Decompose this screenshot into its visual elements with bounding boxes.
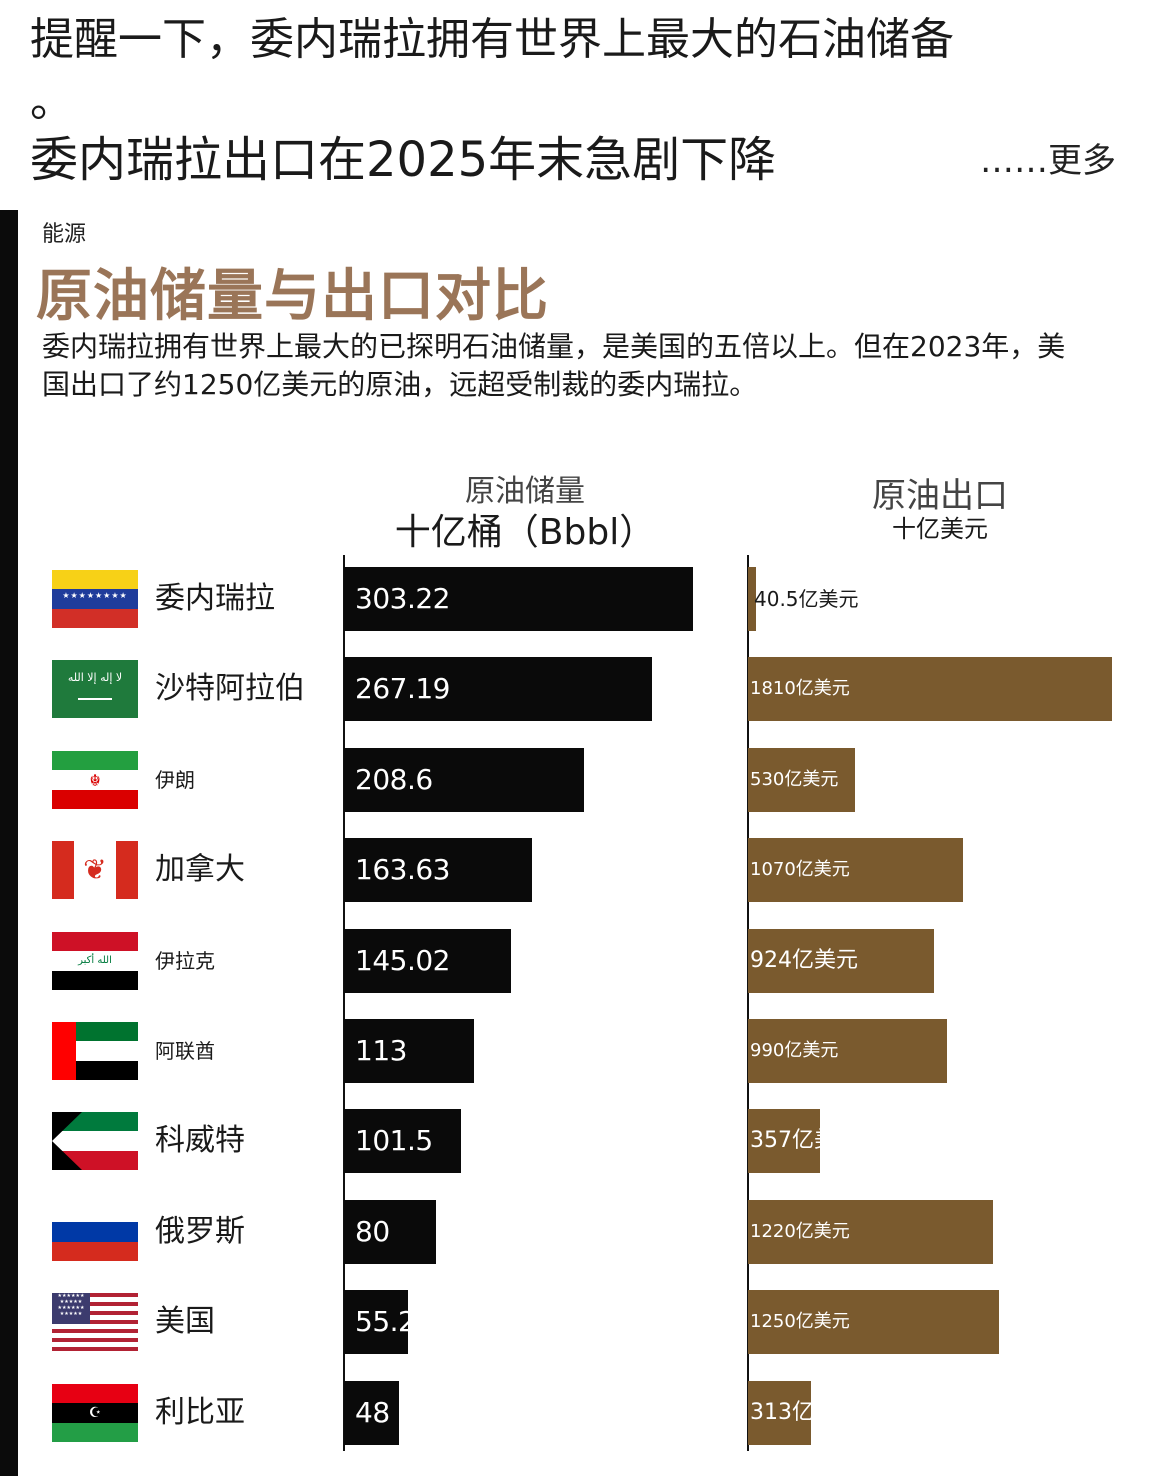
right-border	[1160, 210, 1168, 1476]
post-header: 提醒一下，委内瑞拉拥有世界上最大的石油储备 。 委内瑞拉出口在2025年末急剧下…	[0, 0, 1168, 210]
country-label: 伊朗	[155, 768, 195, 792]
reserves-value-label: 145.02	[355, 944, 450, 977]
exports-bar	[748, 567, 756, 631]
reserves-value-label: 267.19	[355, 672, 450, 705]
reserves-value-label: 208.6	[355, 763, 433, 796]
exports-axis-line	[747, 555, 749, 1451]
exports-value-label: 924亿美元	[750, 948, 858, 973]
reserves-bar	[344, 1019, 474, 1083]
country-label: 委内瑞拉	[155, 581, 275, 616]
exports-bar	[748, 838, 963, 902]
uae-flag-icon	[52, 1022, 138, 1080]
russia-flag-icon	[52, 1203, 138, 1261]
reserves-value-label: 55.2	[355, 1305, 416, 1338]
reserves-bar	[344, 567, 693, 631]
exports-value-label: 40.5亿美元	[754, 587, 859, 611]
reserves-value-label: 80	[355, 1215, 390, 1248]
exports-bar	[748, 1019, 947, 1083]
country-label: 伊拉克	[155, 949, 215, 973]
canada-flag-icon: ❦	[52, 841, 138, 899]
iran-flag-icon: ☬	[52, 751, 138, 809]
exports-value-label: 357亿美元	[750, 1128, 858, 1153]
post-text-line-3: 委内瑞拉出口在2025年末急剧下降	[30, 132, 777, 188]
country-label: 利比亚	[155, 1395, 245, 1430]
reserves-bar	[344, 1381, 399, 1445]
reserves-axis-line	[343, 555, 345, 1451]
chart-description: 委内瑞拉拥有世界上最大的已探明石油储量，是美国的五倍以上。但在2023年，美国出…	[42, 330, 1066, 401]
exports-value-label: 1070亿美元	[750, 859, 850, 880]
infographic-card	[18, 210, 1160, 1476]
reserves-value-label: 113	[355, 1034, 407, 1067]
reserves-value-label: 101.5	[355, 1124, 433, 1157]
exports-value-label: 1810亿美元	[750, 678, 850, 699]
exports-bar	[748, 1381, 811, 1445]
post-text-line-1: 提醒一下，委内瑞拉拥有世界上最大的石油储备	[30, 14, 954, 65]
left-border	[0, 210, 18, 1476]
libya-flag-icon: ☪	[52, 1384, 138, 1442]
reserves-bar	[344, 838, 532, 902]
venezuela-flag-icon: ★★★★★★★★	[52, 570, 138, 628]
exports-column-title: 原油出口	[872, 476, 1008, 516]
exports-column-unit: 十亿美元	[892, 515, 988, 543]
exports-bar	[748, 929, 934, 993]
category-label: 能源	[42, 222, 87, 247]
exports-bar	[748, 1290, 999, 1354]
country-label: 加拿大	[155, 852, 245, 887]
reserves-bar	[344, 657, 652, 721]
exports-value-label: 530亿美元	[750, 769, 839, 790]
reserves-value-label: 48	[355, 1396, 390, 1429]
reserves-bar	[344, 1200, 436, 1264]
iraq-flag-icon: الله أكبر	[52, 932, 138, 990]
country-label: 沙特阿拉伯	[155, 671, 305, 706]
country-label: 俄罗斯	[155, 1214, 245, 1249]
exports-value-label: 1220亿美元	[750, 1221, 850, 1242]
country-label: 科威特	[155, 1123, 245, 1158]
post-text-line-2: 。	[30, 76, 74, 127]
exports-value-label: 1250亿美元	[750, 1311, 850, 1332]
reserves-column-unit: 十亿桶（Bbbl）	[394, 512, 656, 553]
exports-value-label: 990亿美元	[750, 1040, 839, 1061]
reserves-value-label: 303.22	[355, 582, 450, 615]
chart-title: 原油储量与出口对比	[36, 264, 549, 329]
reserves-bar	[344, 929, 511, 993]
kuwait-flag-icon	[52, 1112, 138, 1170]
usa-flag-icon: ★★★★★★ ★★★★★ ★★★★★★ ★★★★★	[52, 1293, 138, 1351]
more-link[interactable]: ……更多	[980, 141, 1116, 181]
exports-bar	[748, 748, 855, 812]
exports-bar	[748, 1200, 993, 1264]
exports-bar	[748, 657, 1112, 721]
saudi-arabia-flag-icon: لا إله إلا الله	[52, 660, 138, 718]
exports-bar	[748, 1109, 820, 1173]
exports-value-label: 313亿美元	[750, 1400, 858, 1425]
country-label: 阿联酋	[155, 1039, 215, 1063]
reserves-bar	[344, 1290, 408, 1354]
country-label: 美国	[155, 1304, 215, 1339]
reserves-bar	[344, 748, 584, 812]
reserves-bar	[344, 1109, 461, 1173]
reserves-column-title: 原油储量	[465, 474, 585, 509]
reserves-value-label: 163.63	[355, 853, 450, 886]
